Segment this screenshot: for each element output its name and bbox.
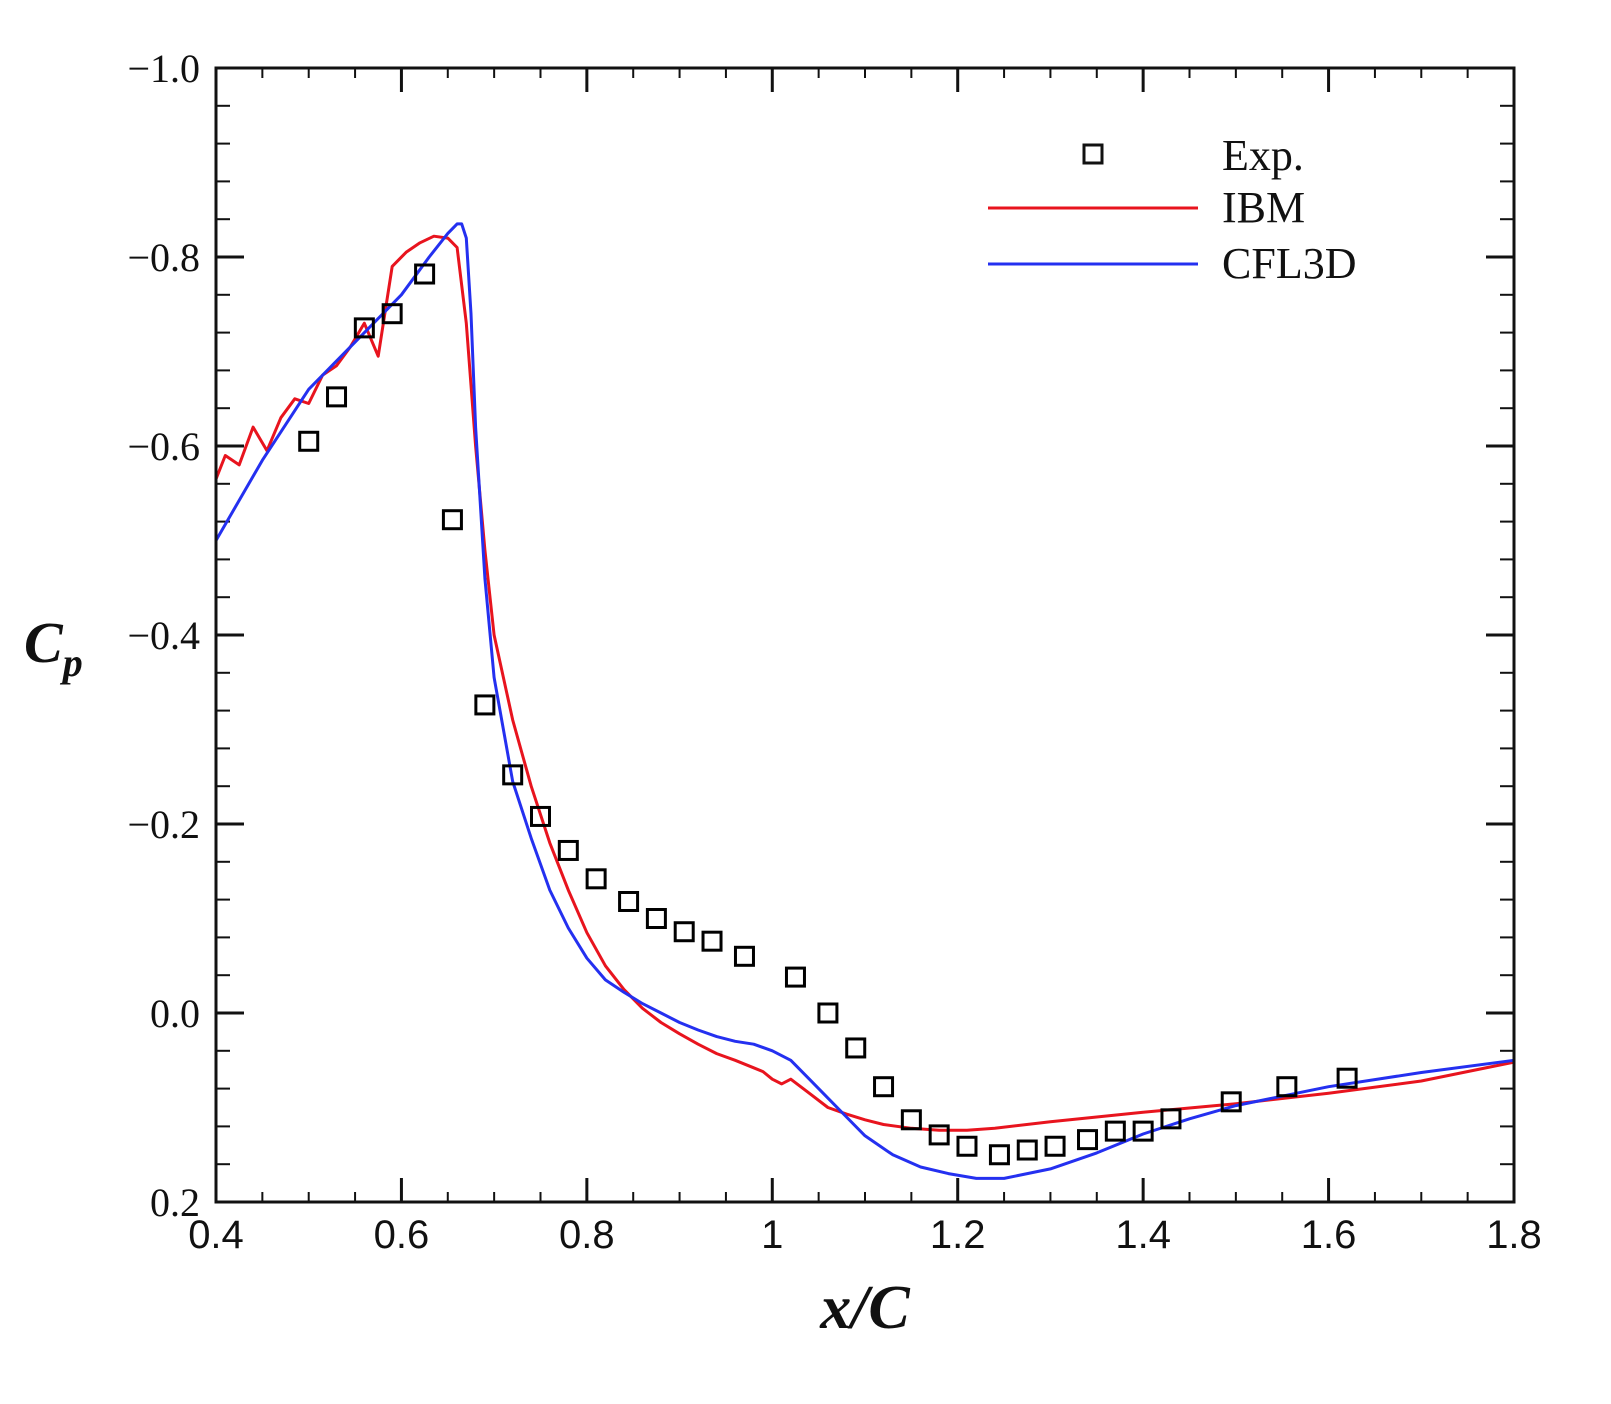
y-tick-label: −0.4 [127, 613, 200, 658]
legend-exp-marker [1082, 143, 1104, 165]
series-line-cfl3d [214, 222, 1515, 1180]
exp-data-point [474, 694, 496, 716]
exp-data-point [817, 1002, 839, 1024]
x-tick-label: 0.4 [188, 1213, 244, 1257]
series-lines [214, 222, 1515, 1180]
legend-cfl3d-label: CFL3D [1222, 239, 1356, 288]
exp-data-point [1160, 1108, 1182, 1130]
exp-data-point [298, 430, 320, 452]
exp-data-point [900, 1109, 922, 1131]
exp-data-point [1016, 1139, 1038, 1161]
exp-data-point [1276, 1076, 1298, 1098]
exp-data-point [441, 509, 463, 531]
x-tick-label: 1.6 [1301, 1213, 1357, 1257]
exp-data-point [381, 303, 403, 325]
y-tick-label: −0.8 [127, 235, 200, 280]
x-tick-labels: 0.4 0.6 0.8 1 1.2 1.4 1.6 1.8 [188, 1213, 1542, 1257]
exp-data-point [1104, 1120, 1126, 1142]
y-tick-label: 0.0 [150, 991, 200, 1036]
y-axis-title-main: C [24, 610, 64, 675]
x-tick-label: 1 [761, 1213, 783, 1257]
exp-data-point [956, 1135, 978, 1157]
exp-data-point [414, 263, 436, 285]
y-tick-label: −0.2 [127, 802, 200, 847]
exp-data-point [645, 908, 667, 929]
exp-data-point [1132, 1120, 1154, 1142]
exp-data-point [733, 945, 755, 967]
x-axis-title: x/C [819, 1274, 910, 1342]
exp-data-point [784, 966, 806, 988]
exp-data-point [673, 921, 695, 943]
x-tick-label: 1.8 [1486, 1213, 1542, 1257]
exp-data-point [585, 868, 607, 890]
legend: Exp. IBM CFL3D [988, 131, 1356, 288]
exp-data-point [1077, 1129, 1099, 1151]
y-tick-labels: −1.0 −0.8 −0.6 −0.4 −0.2 0.0 0.2 [127, 46, 200, 1225]
legend-exp-label: Exp. [1222, 131, 1304, 180]
x-tick-label: 1.4 [1115, 1213, 1171, 1257]
exp-data-point [845, 1037, 867, 1059]
exp-data-point [557, 839, 579, 861]
exp-data-point [618, 890, 640, 912]
x-tick-label: 0.8 [559, 1213, 615, 1257]
y-tick-label: 0.2 [150, 1180, 200, 1225]
plot-frame [214, 66, 1516, 1204]
exp-data-point [530, 805, 551, 827]
exp-data-point [873, 1076, 895, 1098]
exp-data-point [502, 764, 524, 786]
exp-data-point [701, 930, 723, 952]
exp-data-point [1044, 1135, 1066, 1157]
exp-data-point [988, 1144, 1010, 1166]
exp-data-point [353, 317, 375, 339]
series-line-ibm [214, 234, 1515, 1132]
y-tick-label: −1.0 [127, 46, 200, 91]
x-tick-label: 0.6 [374, 1213, 430, 1257]
exp-data-point [1336, 1067, 1358, 1089]
exp-data-point [1220, 1091, 1242, 1113]
exp-data-point [928, 1124, 950, 1146]
y-axis-title: Cp [24, 610, 83, 685]
x-tick-label: 1.2 [930, 1213, 986, 1257]
y-tick-label: −0.6 [127, 424, 200, 469]
y-axis-title-subscript: p [60, 640, 83, 685]
exp-data-point [326, 386, 348, 408]
legend-ibm-label: IBM [1222, 183, 1305, 232]
exp-markers [298, 263, 1358, 1166]
